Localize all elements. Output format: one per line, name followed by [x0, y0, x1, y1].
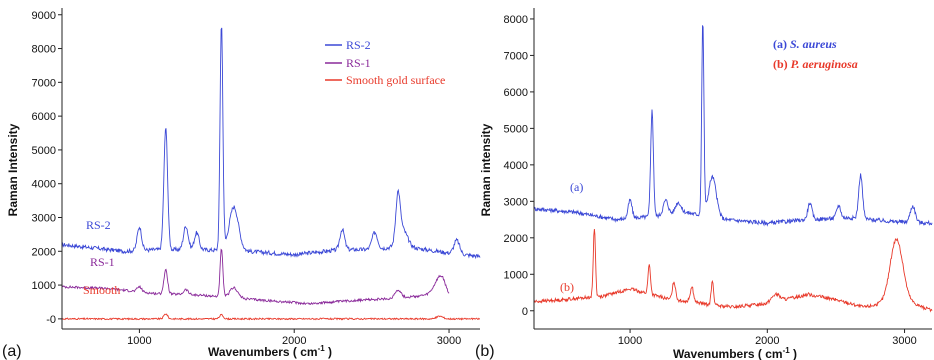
panel-b-y-axis-label: Raman intensity [479, 123, 493, 216]
panel-a-x-axis-label: Wavenumbers ( cm-1 ) [208, 344, 332, 359]
panel-a-x-tick-label: 3000 [437, 335, 461, 347]
panel-b-series-p-aeruginosa [533, 228, 933, 313]
legend-entry-smooth: Smooth gold surface [346, 73, 445, 87]
panel-a-y-tick-label: 8000 [32, 44, 56, 56]
series-label-b: (b) [560, 280, 574, 294]
legend-entry-p-aeruginosa: (b) P. aeruginosa [773, 57, 858, 71]
panel-b-label: (b) [475, 343, 495, 360]
panel-b-y-tick-label: 5000 [504, 123, 528, 135]
panel-a-series [61, 27, 481, 321]
panel-a-series-rs-1 [61, 248, 450, 306]
panel-b-y-ticks: 0 1000 2000 3000 4000 5000 6000 7000 8000 [504, 14, 534, 318]
panel-a-chart: -0 1000 2000 3000 4000 5000 6000 7000 8000 9000 1… [2, 8, 481, 360]
series-label-rs2: RS-2 [86, 218, 111, 232]
panel-a-y-tick-label: 3000 [32, 212, 56, 224]
panel-a-y-tick-label: 1000 [32, 280, 56, 292]
panel-b-y-tick-label: 6000 [504, 87, 528, 99]
series-label-a: (a) [570, 180, 583, 194]
panel-a-y-ticks: -0 1000 2000 3000 4000 5000 6000 7000 8000 9000 [32, 10, 62, 326]
legend-entry-s-aureus: (a) S. aureus [773, 37, 837, 51]
panel-a-x-ticks: 1000 2000 3000 [127, 329, 461, 347]
panel-b-series [533, 25, 933, 313]
panel-b-y-tick-label: 4000 [504, 160, 528, 172]
panel-b-series-s-aureus [533, 25, 933, 227]
panel-b-y-tick-label: 0 [522, 306, 528, 318]
panel-b-x-tick-label: 3000 [892, 335, 916, 347]
panel-a-y-tick-label: 7000 [32, 77, 56, 89]
panel-a-x-tick-label: 1000 [127, 335, 151, 347]
panel-b-y-tick-label: 2000 [504, 233, 528, 245]
panel-a-series-smooth-gold-surface [61, 313, 480, 321]
panel-b-chart: 0 1000 2000 3000 4000 5000 6000 7000 8000 1000 20… [475, 8, 933, 360]
panel-a-y-axis-label: Raman Intensity [6, 123, 20, 216]
panel-a-y-tick-label: 4000 [32, 179, 56, 191]
panel-b-y-tick-label: 7000 [504, 50, 528, 62]
panel-a-y-tick-label: 9000 [32, 10, 56, 22]
panel-b-legend: (a) S. aureus (b) P. aeruginosa [773, 37, 858, 71]
panel-b-y-tick-label: 1000 [504, 269, 528, 281]
panel-a-label: (a) [2, 343, 22, 360]
panel-b-y-tick-label: 3000 [504, 196, 528, 208]
panel-a-series-rs-2 [62, 27, 481, 260]
panel-a-y-tick-label: 2000 [32, 246, 56, 258]
panel-a-y-tick-label: -0 [46, 314, 56, 326]
series-label-smooth: Smooth [83, 283, 120, 297]
panel-b-x-ticks: 1000 2000 3000 [618, 329, 917, 347]
panel-a-y-tick-label: 6000 [32, 111, 56, 123]
panel-b-x-axis-label: Wavenumbers ( cm-1 ) [673, 346, 797, 360]
panel-b-x-tick-label: 1000 [618, 335, 642, 347]
panel-a-legend: RS-2 RS-1 Smooth gold surface [325, 38, 445, 87]
legend-entry-rs2: RS-2 [346, 38, 371, 52]
panel-a-y-tick-label: 5000 [32, 145, 56, 157]
legend-entry-rs1: RS-1 [346, 56, 371, 70]
panel-b-x-tick-label: 2000 [755, 335, 779, 347]
panel-a-x-tick-label: 2000 [282, 335, 306, 347]
series-label-rs1: RS-1 [90, 255, 115, 269]
panel-b-y-tick-label: 8000 [504, 14, 528, 26]
